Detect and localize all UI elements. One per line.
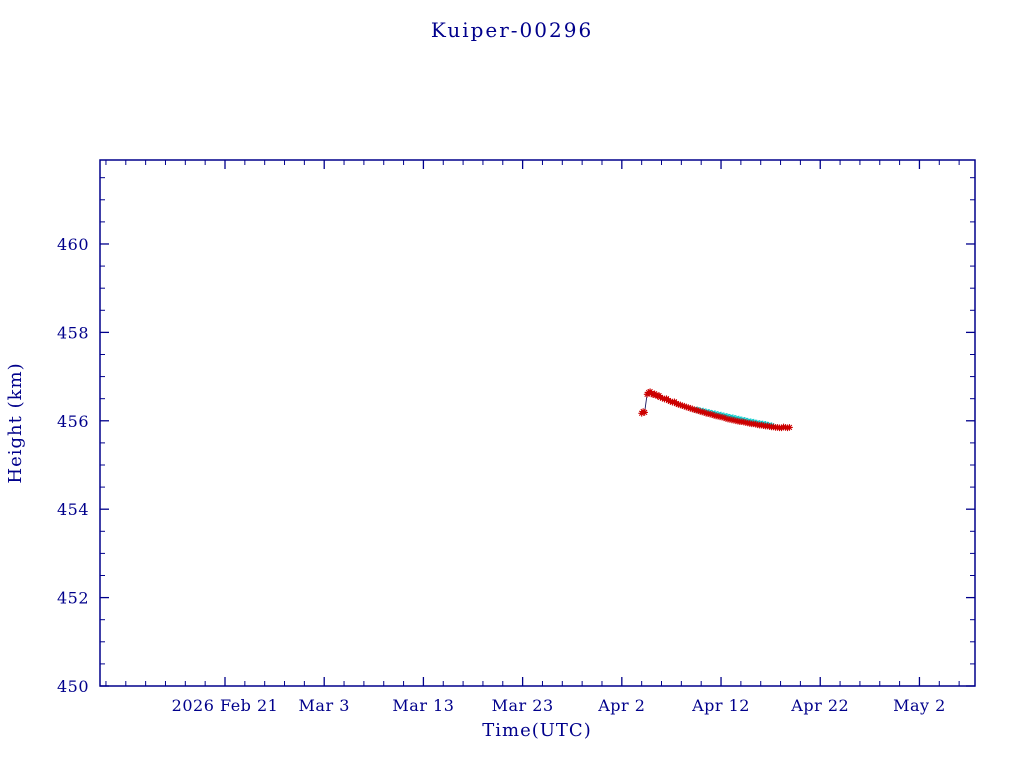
data-point-marker — [786, 424, 793, 431]
data-point-marker — [641, 409, 648, 416]
data-series — [638, 388, 793, 432]
data-point-marker — [659, 394, 666, 402]
series-observed-height — [638, 388, 793, 432]
data-point-marker — [673, 400, 680, 407]
data-point-marker — [688, 405, 696, 413]
y-axis-label: Height (km) — [5, 362, 26, 483]
x-tick-label: Mar 3 — [299, 696, 350, 715]
x-tick-label: May 2 — [893, 696, 946, 715]
axis-tick-labels: 2026 Feb 21 Mar 3 Mar 13 Mar 23 Apr 2 Apr 12 A… — [57, 235, 946, 715]
data-point-marker — [720, 414, 728, 421]
x-tick-label: Apr 12 — [691, 696, 750, 715]
data-point-marker — [729, 414, 737, 421]
data-point-marker — [778, 424, 785, 432]
data-point-marker — [684, 404, 692, 411]
x-axis-label: Time(UTC) — [482, 720, 591, 741]
data-point-marker — [657, 394, 664, 401]
x-tick-label: 2026 Feb 21 — [172, 696, 279, 715]
plot-border — [99, 159, 976, 687]
axis-ticks — [100, 160, 975, 687]
plot-frame — [99, 159, 976, 687]
y-tick-label: 460 — [57, 235, 89, 254]
chart-title: Kuiper-00296 — [431, 18, 593, 42]
y-tick-label: 456 — [57, 412, 89, 431]
data-point-marker — [667, 398, 674, 405]
data-point-marker — [665, 397, 672, 404]
x-tick-label: Apr 2 — [597, 696, 645, 715]
y-tick-label: 452 — [57, 589, 89, 608]
data-point-marker — [723, 413, 731, 420]
data-point-marker — [700, 409, 708, 416]
data-point-marker — [708, 411, 716, 418]
y-tick-label: 450 — [57, 677, 89, 696]
y-tick-label: 454 — [57, 500, 89, 519]
data-point-marker — [677, 401, 684, 409]
x-tick-label: Mar 23 — [492, 696, 554, 715]
data-point-marker — [694, 407, 702, 414]
data-point-marker — [681, 402, 688, 410]
x-tick-label: Mar 13 — [392, 696, 454, 715]
y-tick-label: 458 — [57, 323, 89, 342]
data-point-marker — [735, 415, 743, 423]
x-tick-label: Apr 22 — [790, 696, 849, 715]
